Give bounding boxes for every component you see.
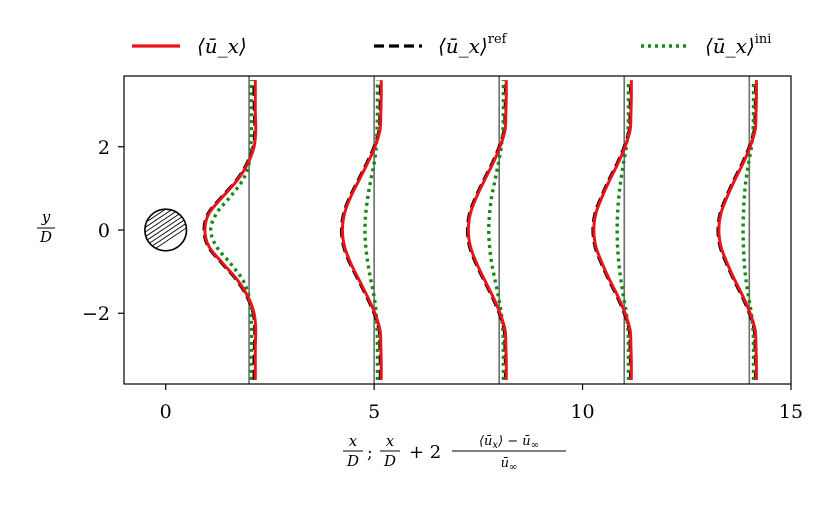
series-main-profile-1 — [340, 80, 383, 380]
axes-frame — [123, 75, 792, 385]
x-axis-label-sep: ; — [367, 443, 373, 463]
x-axis-label-frac1-den: D — [346, 452, 359, 470]
series-ini-profile-2 — [487, 80, 506, 380]
legend-label-main-text: ⟨ū_x⟩ — [197, 34, 247, 58]
x-axis-label: x D ; x D + 2 ⟨ūx⟩ − ū∞ ū∞ — [343, 432, 566, 473]
x-axis-label-frac1-num: x — [349, 432, 358, 450]
hatch-line — [144, 209, 187, 251]
plot-area: 0 5 10 15 −2 0 2 — [82, 75, 803, 423]
y-axis-label-num: y — [41, 208, 51, 226]
y-tick-label-1: 0 — [98, 220, 110, 242]
hatch-line — [151, 209, 187, 251]
series-main-profile-4 — [717, 80, 758, 380]
x-axis-label-frac2-den: D — [383, 452, 396, 470]
legend-label-ref: ⟨ū_x⟩ref — [438, 32, 508, 58]
series-main-profile-0 — [203, 80, 258, 380]
cylinder — [144, 208, 188, 252]
cylinder-fill — [144, 209, 187, 251]
x-tick-label-3: 15 — [779, 401, 803, 423]
y-tick-label-0: −2 — [82, 303, 110, 325]
legend: ⟨ū_x⟩ ⟨ū_x⟩ref ⟨ū_x⟩ini — [132, 32, 771, 58]
legend-label-ref-sup: ref — [488, 32, 508, 47]
x-tick-label-2: 10 — [570, 401, 594, 423]
x-axis: 0 5 10 15 — [160, 384, 803, 423]
hatch-line — [144, 209, 180, 251]
hatch-line — [144, 209, 173, 251]
cylinder-outline — [144, 208, 188, 252]
y-axis-label: y D — [37, 208, 55, 246]
legend-label-ini-sup: ini — [755, 32, 772, 47]
legend-label-ini: ⟨ū_x⟩ini — [705, 32, 771, 58]
hatch-line — [144, 209, 166, 251]
legend-label-ref-text: ⟨ū_x⟩ — [438, 34, 488, 58]
legend-label-main: ⟨ū_x⟩ — [197, 34, 247, 58]
x-axis-label-plus: + 2 — [409, 442, 441, 463]
hatch-line — [144, 209, 187, 251]
series-ini-profile-0 — [209, 80, 254, 380]
series-main-profile-2 — [466, 80, 508, 380]
y-axis: −2 0 2 — [82, 137, 124, 325]
series-main-profile-3 — [592, 80, 633, 380]
legend-label-ini-text: ⟨ū_x⟩ — [705, 34, 755, 58]
x-axis-label-frac3-den: ū∞ — [501, 456, 518, 473]
x-tick-label-0: 0 — [160, 401, 172, 423]
series-ini-profile-1 — [363, 80, 380, 380]
x-tick-label-1: 5 — [368, 401, 380, 423]
series-ini-profile-4 — [741, 80, 756, 380]
y-tick-label-2: 2 — [98, 137, 110, 159]
series-ini-profile-3 — [615, 80, 631, 380]
y-axis-label-den: D — [39, 228, 52, 246]
x-axis-label-frac2-num: x — [386, 432, 395, 450]
x-axis-label-frac3-num: ⟨ūx⟩ − ū∞ — [479, 434, 539, 451]
